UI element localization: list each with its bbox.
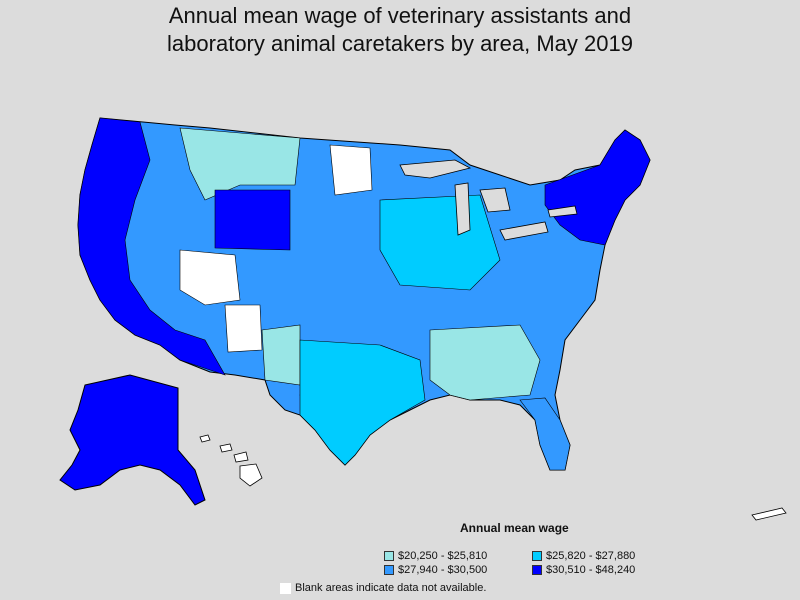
legend-swatch-4: [532, 565, 542, 575]
legend-item-range-2: $25,820 - $27,880: [532, 550, 682, 562]
blank-swatch: [280, 582, 291, 594]
legend-swatch-1: [384, 551, 394, 561]
legend-label-4: $30,510 - $48,240: [546, 564, 636, 576]
hawaii: [199, 434, 263, 487]
wyoming-region: [214, 189, 291, 251]
great-lakes: [399, 159, 578, 241]
legend-item-range-4: $30,510 - $48,240: [532, 564, 682, 576]
legend-label-2: $25,820 - $27,880: [546, 550, 636, 562]
texas-region: [299, 339, 426, 466]
northeast-region: [544, 129, 651, 246]
alaska: [59, 374, 206, 506]
west-coast-region: [77, 117, 226, 376]
legend: Annual mean wage $20,250 - $25,810 $25,8…: [384, 521, 684, 576]
blank-areas-note: Blank areas indicate data not available.: [280, 582, 486, 594]
map-title: Annual mean wage of veterinary assistant…: [0, 2, 800, 58]
blank-area-dakotas: [329, 144, 373, 196]
legend-item-range-1: $20,250 - $25,810: [384, 550, 532, 562]
southeast-region: [429, 324, 541, 401]
blank-area-nevada-utah: [179, 249, 241, 306]
title-line-2: laboratory animal caretakers by area, Ma…: [167, 31, 633, 56]
midwest-region: [379, 194, 501, 291]
blank-area-new-mexico: [224, 304, 263, 353]
puerto-rico: [751, 507, 787, 521]
florida-region: [519, 397, 571, 471]
northern-plains-region: [179, 127, 301, 201]
legend-label-1: $20,250 - $25,810: [398, 550, 488, 562]
legend-title: Annual mean wage: [460, 521, 569, 535]
legend-item-range-3: $27,940 - $30,500: [384, 564, 532, 576]
southwest-region: [261, 324, 301, 386]
title-line-1: Annual mean wage of veterinary assistant…: [168, 3, 632, 28]
legend-label-3: $27,940 - $30,500: [398, 564, 488, 576]
legend-swatch-2: [532, 551, 542, 561]
legend-swatch-3: [384, 565, 394, 575]
note-text: Blank areas indicate data not available.: [295, 582, 487, 594]
